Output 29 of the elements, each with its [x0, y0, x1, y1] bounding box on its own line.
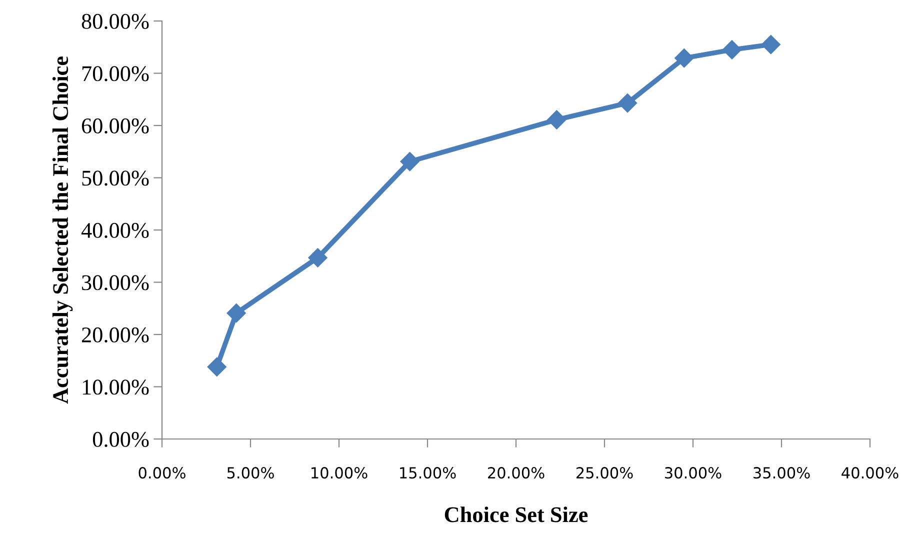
point	[400, 152, 420, 172]
y-tick-label: 40.00%	[81, 222, 149, 238]
x-tick-label: 35.00%	[754, 467, 810, 479]
x-tick-label: 40.00%	[842, 467, 898, 479]
x-tick-label: 5.00%	[227, 467, 274, 479]
point	[618, 94, 638, 113]
point	[674, 48, 694, 68]
y-tick-label: 0.00%	[92, 432, 149, 448]
y-tick-label: 70.00%	[82, 66, 149, 82]
x-tick-label: 30.00%	[665, 467, 722, 479]
y-tick-label: 60.00%	[82, 118, 149, 134]
point	[547, 110, 566, 130]
x-tick-label: 10.00%	[312, 467, 368, 479]
x-tick-label: 0.00%	[138, 467, 186, 479]
x-tick-label: 15.00%	[400, 467, 456, 479]
x-tick-label: 25.00%	[576, 467, 633, 479]
point	[308, 248, 328, 268]
point	[226, 304, 246, 323]
y-tick-label: 50.00%	[82, 170, 149, 186]
y-tick-label: 80.00%	[82, 14, 149, 30]
y-tick-label: 20.00%	[82, 327, 149, 343]
y-axis-title: Accurately Selected the Final Choice	[52, 56, 73, 404]
point	[207, 357, 226, 376]
point	[722, 40, 742, 60]
x-axis-title: Choice Set Size	[444, 506, 588, 522]
y-tick-label: 10.00%	[82, 380, 149, 395]
point	[761, 34, 780, 54]
x-tick-label: 20.00%	[488, 467, 544, 479]
y-tick-label: 30.00%	[82, 275, 149, 290]
